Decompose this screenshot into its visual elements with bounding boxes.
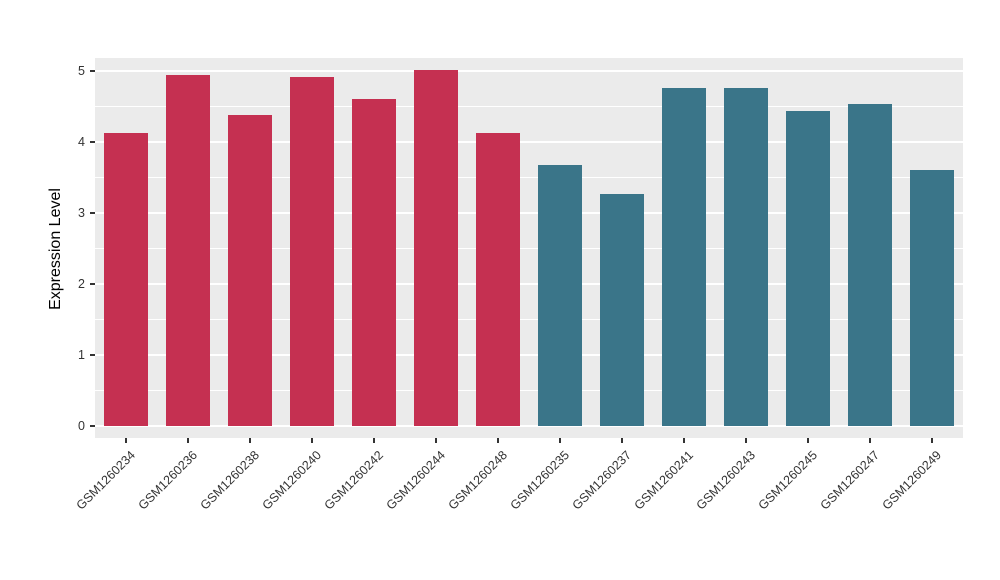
bar xyxy=(166,74,210,426)
gridline-minor xyxy=(95,106,963,107)
y-tick-label: 2 xyxy=(78,277,85,291)
x-tick-mark xyxy=(435,438,437,443)
x-tick-label: GSM1260244 xyxy=(383,448,448,513)
x-tick-label: GSM1260235 xyxy=(507,448,572,513)
y-tick-label: 4 xyxy=(78,135,85,149)
bar xyxy=(662,88,706,426)
x-tick-mark xyxy=(807,438,809,443)
bar xyxy=(848,104,892,426)
x-tick-mark xyxy=(621,438,623,443)
x-tick-mark xyxy=(745,438,747,443)
gridline-major xyxy=(95,141,963,143)
gridline-major xyxy=(95,70,963,72)
x-tick-label: GSM1260234 xyxy=(73,448,138,513)
x-tick-label: GSM1260237 xyxy=(569,448,634,513)
x-tick-label: GSM1260243 xyxy=(693,448,758,513)
gridline-major xyxy=(95,212,963,214)
bar xyxy=(290,77,334,426)
bar xyxy=(476,132,520,426)
bar xyxy=(352,99,396,426)
y-tick-label: 0 xyxy=(78,419,85,433)
x-tick-label: GSM1260247 xyxy=(817,448,882,513)
gridline-major xyxy=(95,283,963,285)
bar xyxy=(910,170,954,426)
y-tick-label: 5 xyxy=(78,64,85,78)
x-tick-mark xyxy=(311,438,313,443)
x-tick-label: GSM1260242 xyxy=(321,448,386,513)
y-axis-title: Expression Level xyxy=(47,188,64,310)
gridline-minor xyxy=(95,390,963,391)
gridline-minor xyxy=(95,177,963,178)
x-tick-label: GSM1260236 xyxy=(135,448,200,513)
bar xyxy=(414,69,458,426)
x-tick-label: GSM1260245 xyxy=(755,448,820,513)
x-tick-mark xyxy=(869,438,871,443)
y-tick-mark xyxy=(90,425,95,427)
bar xyxy=(538,164,582,426)
gridline-minor xyxy=(95,319,963,320)
y-tick-mark xyxy=(90,141,95,143)
y-tick-mark xyxy=(90,283,95,285)
bar xyxy=(228,115,272,426)
gridline-major xyxy=(95,354,963,356)
x-tick-label: GSM1260249 xyxy=(879,448,944,513)
gridline-major xyxy=(95,425,963,427)
x-tick-mark xyxy=(683,438,685,443)
x-tick-mark xyxy=(187,438,189,443)
y-tick-label: 3 xyxy=(78,206,85,220)
x-tick-mark xyxy=(559,438,561,443)
y-tick-mark xyxy=(90,354,95,356)
bar xyxy=(104,132,148,426)
x-tick-label: GSM1260241 xyxy=(631,448,696,513)
y-tick-mark xyxy=(90,212,95,214)
x-tick-label: GSM1260248 xyxy=(445,448,510,513)
plot-panel: 0 1 2 3 4 5 GSM1260234 GSM1260236 GSM1260238 GSM1… xyxy=(73,58,963,512)
gridline-minor xyxy=(95,248,963,249)
x-tick-mark xyxy=(497,438,499,443)
bar xyxy=(724,88,768,426)
x-tick-mark xyxy=(931,438,933,443)
bar xyxy=(600,193,644,426)
bar xyxy=(786,111,830,426)
x-tick-mark xyxy=(373,438,375,443)
x-tick-mark xyxy=(249,438,251,443)
x-tick-label: GSM1260240 xyxy=(259,448,324,513)
y-tick-mark xyxy=(90,70,95,72)
x-tick-label: GSM1260238 xyxy=(197,448,262,513)
x-tick-mark xyxy=(125,438,127,443)
y-tick-label: 1 xyxy=(78,348,85,362)
